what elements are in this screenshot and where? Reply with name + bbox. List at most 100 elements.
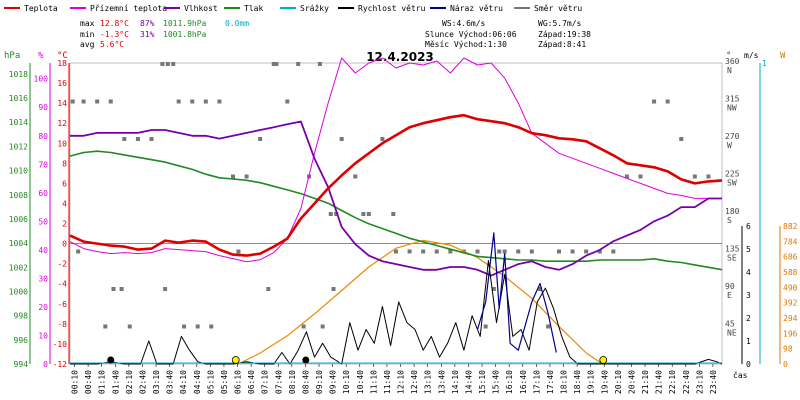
temp-tick-label: -8 [57, 320, 67, 329]
wind-direction-point [339, 137, 344, 141]
ms-tick-label: 6 [746, 222, 751, 231]
wm2-tick-label: 392 [783, 299, 798, 308]
x-tick-label: 22:40 [682, 370, 691, 394]
moonrise-marker [107, 356, 115, 364]
pct-tick-label: 30 [38, 274, 48, 283]
wind-direction-point [271, 62, 276, 66]
hpa-tick-label: 1014 [9, 118, 28, 127]
dir-tick-compass: NW [727, 104, 737, 113]
wm2-tick-label: 294 [783, 314, 798, 323]
wind-direction-point [537, 287, 542, 291]
dir-tick-label: 315 [725, 95, 740, 104]
wind-direction-point [244, 174, 249, 179]
temp-tick-label: 18 [57, 59, 67, 68]
solar-line [238, 239, 603, 365]
wind-direction-point [611, 249, 616, 254]
stats-block: max 12.8°C 87% 1011.9hPa 0.0mm min -1.3°… [80, 19, 591, 49]
pct-tick-label: 10 [38, 331, 48, 340]
legend-label: Náraz větru [450, 4, 503, 13]
wind-direction-point [81, 99, 86, 104]
wind-direction-point [679, 137, 684, 141]
wind-direction-point [301, 324, 306, 329]
hpa-tick-label: 1012 [9, 142, 28, 151]
pct-tick-label: 50 [38, 217, 48, 226]
wind-direction-point [557, 249, 561, 254]
hpa-tick-label: 1008 [9, 191, 28, 200]
wind-direction-point [483, 324, 488, 329]
x-tick-label: 23:40 [709, 370, 718, 394]
wind-direction-point [122, 137, 127, 141]
wind-direction-point [584, 249, 589, 254]
x-tick-label: 12:40 [410, 370, 419, 394]
wind-direction-point [182, 324, 187, 329]
wind-direction-point [317, 62, 322, 66]
legend-label: Tlak [244, 4, 263, 13]
unit-temp: °C [57, 51, 68, 61]
wm2-tick-label: 686 [783, 253, 798, 262]
x-tick-label: 19:10 [587, 370, 596, 394]
wind-direction-point [274, 62, 279, 66]
stats-avg-label: avg [80, 40, 95, 49]
stats-max-temp: 12.8°C [100, 19, 129, 28]
wind-direction-point [331, 287, 336, 291]
temp-tick-label: -2 [57, 260, 67, 269]
rain-top-label: 1 [762, 59, 767, 68]
wind-direction-point [135, 137, 140, 141]
temp-tick-label: 12 [57, 119, 67, 128]
x-tick-label: 06:40 [247, 370, 256, 394]
temp-tick-label: 10 [57, 139, 67, 148]
wind-direction-point [394, 249, 398, 254]
x-tick-label: 14:10 [451, 370, 460, 394]
wind-direction-point [176, 99, 181, 104]
x-tick-label: 13:40 [437, 370, 446, 394]
stats-wg: WG:5.7m/s [538, 19, 582, 28]
temp-tick-label: 14 [57, 99, 67, 108]
legend-label: Srážky [300, 4, 329, 13]
x-tick-label: 11:10 [369, 370, 378, 394]
x-tick-label: 02:40 [138, 370, 147, 394]
temp-tick-label: -10 [53, 340, 68, 349]
dir-tick-label: 225 [725, 170, 740, 179]
legend-label: Teplota [24, 4, 58, 13]
wind-direction-point [638, 174, 643, 179]
ms-tick-label: 1 [746, 337, 751, 346]
wind-direction-point [103, 324, 108, 329]
hpa-tick-label: 1002 [9, 263, 28, 272]
x-tick-label: 09:40 [329, 370, 338, 394]
x-tick-label: 20:40 [627, 370, 636, 394]
dir-tick-label: 90 [725, 282, 735, 291]
x-tick-label: 00:40 [84, 370, 93, 394]
unit-wm2: W [780, 51, 786, 61]
temp-tick-label: 8 [62, 159, 67, 168]
wind-direction-point [236, 249, 241, 254]
wind-direction-point [328, 212, 333, 216]
plot-area [69, 57, 723, 365]
wind-direction-point [706, 174, 711, 179]
wind-direction-point [149, 137, 154, 141]
temp-tick-label: 2 [62, 220, 67, 229]
hpa-tick-label: 1016 [9, 94, 28, 103]
x-tick-label: 18:10 [560, 370, 569, 394]
x-tick-label: 06:10 [234, 370, 243, 394]
wind-direction-point [391, 212, 396, 216]
x-tick-label: 09:10 [315, 370, 324, 394]
unit-hpa: hPa [4, 51, 20, 61]
pct-tick-label: 90 [38, 103, 48, 112]
x-tick-label: 19:40 [600, 370, 609, 394]
dir-tick-label: 135 [725, 245, 740, 254]
x-tick-label: 16:40 [519, 370, 528, 394]
x-tick-label: 15:10 [478, 370, 487, 394]
wind-direction-point [190, 99, 195, 104]
pct-tick-label: 40 [38, 246, 48, 255]
wind-direction-point [165, 62, 170, 66]
dir-tick-compass: E [727, 291, 732, 300]
wm2-tick-label: 0 [783, 360, 788, 369]
ms-tick-label: 0 [746, 360, 751, 369]
x-tick-label: 03:10 [152, 370, 161, 394]
wind-direction-point [529, 249, 534, 254]
sunset-marker [599, 356, 608, 364]
x-tick-label: 21:40 [655, 370, 664, 394]
wind-direction-point [320, 324, 325, 329]
pct-tick-label: 100 [34, 75, 49, 84]
